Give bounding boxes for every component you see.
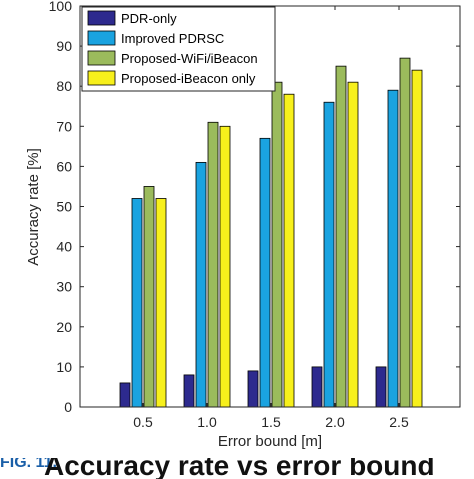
legend-label: Proposed-iBeacon only: [121, 71, 256, 86]
bar-improved-pdrsc-1.5: [259, 137, 271, 408]
y-axis-label: Accuracy rate [%]: [25, 148, 42, 266]
legend-label: Proposed-WiFi/iBeacon: [121, 51, 258, 66]
x-tick-label: 1.5: [261, 414, 281, 430]
y-tick-label: 100: [49, 0, 73, 14]
bar-proposed-wifi-ibeacon-0.5: [143, 186, 155, 408]
y-tick-label: 90: [56, 38, 72, 54]
legend: PDR-only Improved PDRSC Proposed-WiFi/iBea…: [81, 6, 276, 92]
plot-frame: [79, 5, 461, 408]
y-tick-label: 20: [56, 319, 72, 335]
y-tick-label: 30: [56, 279, 72, 295]
figure-caption: FIG. 11. Accuracy rate vs error bound: [0, 458, 474, 479]
y-tick-label: 50: [56, 199, 72, 215]
bar-pdr-only-1.0: [183, 374, 195, 408]
bar-proposed-ibeacon-only-0.5: [155, 198, 167, 408]
bar-proposed-ibeacon-only-1.0: [219, 125, 231, 408]
bar-improved-pdrsc-2.0: [323, 101, 335, 408]
x-tick-label: 0.5: [133, 414, 153, 430]
bar-pdr-only-2.0: [311, 366, 323, 408]
bar-pdr-only-1.5: [247, 370, 259, 408]
legend-swatch: [87, 30, 116, 46]
x-tick-label: 2.0: [325, 414, 345, 430]
y-tick-label: 10: [56, 359, 72, 375]
bar-proposed-wifi-ibeacon-1.5: [271, 81, 283, 408]
legend-label: PDR-only: [121, 11, 177, 26]
bar-pdr-only-2.5: [375, 366, 387, 408]
bar-proposed-ibeacon-only-1.5: [283, 93, 295, 408]
caption-text: Accuracy rate vs error bound: [44, 458, 435, 479]
bar-proposed-ibeacon-only-2.5: [411, 69, 423, 408]
x-tick-label: 1.0: [197, 414, 217, 430]
bar-improved-pdrsc-2.5: [387, 89, 399, 408]
x-tick-label: 2.5: [389, 414, 409, 430]
bar-improved-pdrsc-1.0: [195, 161, 207, 408]
bar-pdr-only-0.5: [119, 382, 131, 408]
bar-proposed-wifi-ibeacon-2.0: [335, 65, 347, 408]
bar-proposed-wifi-ibeacon-1.0: [207, 121, 219, 408]
bar-improved-pdrsc-0.5: [131, 198, 143, 408]
caption-tag: FIG. 11.: [0, 458, 57, 471]
bar-proposed-wifi-ibeacon-2.5: [399, 57, 411, 408]
y-tick-label: 0: [64, 399, 72, 415]
y-tick-label: 70: [56, 118, 72, 134]
x-axis-label: Error bound [m]: [218, 433, 322, 450]
y-tick-label: 40: [56, 239, 72, 255]
y-axis-ticks: 0 10 20 30 40 50 60 70 80 90 100: [49, 0, 460, 415]
y-tick-label: 80: [56, 78, 72, 94]
accuracy-bar-chart: 0 10 20 30 40 50 60 70 80 90 100 0.5 1.0 1.5 2.0 2.5 E…: [25, 0, 461, 450]
bar-proposed-ibeacon-only-2.0: [347, 81, 359, 408]
legend-swatch: [87, 10, 116, 26]
legend-swatch: [87, 50, 116, 66]
y-tick-label: 60: [56, 158, 72, 174]
legend-label: Improved PDRSC: [121, 31, 224, 46]
legend-swatch: [87, 70, 116, 86]
x-axis-ticks: 0.5 1.0 1.5 2.0 2.5: [133, 6, 409, 430]
